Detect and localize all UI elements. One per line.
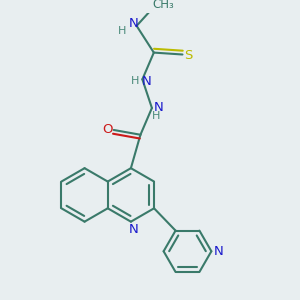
Text: N: N (141, 75, 151, 88)
Text: O: O (103, 124, 113, 136)
Text: H: H (152, 111, 160, 121)
Text: N: N (129, 223, 139, 236)
Text: H: H (118, 26, 127, 36)
Text: H: H (130, 76, 139, 86)
Text: N: N (214, 245, 224, 258)
Text: S: S (184, 49, 192, 62)
Text: CH₃: CH₃ (152, 0, 174, 11)
Text: N: N (154, 100, 164, 113)
Text: N: N (129, 17, 139, 30)
